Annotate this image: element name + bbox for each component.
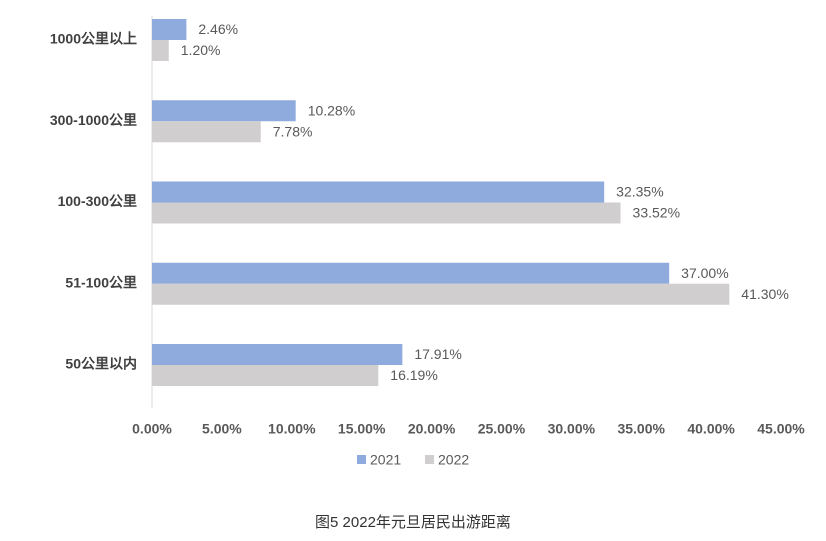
value-label: 32.35%	[616, 184, 663, 200]
category-label: 51-100公里	[65, 274, 137, 290]
x-tick-label: 0.00%	[132, 421, 172, 437]
value-label: 1.20%	[181, 42, 221, 58]
bar	[152, 19, 187, 40]
value-label: 10.28%	[308, 102, 355, 118]
bar	[152, 202, 621, 224]
x-tick-label: 45.00%	[757, 421, 805, 437]
value-label: 16.19%	[390, 367, 437, 383]
bar	[152, 344, 403, 365]
x-tick-label: 25.00%	[478, 421, 526, 437]
x-tick-label: 20.00%	[408, 421, 456, 437]
value-label: 37.00%	[681, 265, 728, 281]
bar	[152, 181, 605, 203]
legend-label: 2022	[438, 452, 469, 468]
value-label: 7.78%	[273, 123, 313, 139]
category-label: 300-1000公里	[50, 112, 137, 128]
category-label: 50公里以内	[65, 356, 137, 372]
value-label: 33.52%	[633, 205, 680, 221]
x-tick-label: 15.00%	[338, 421, 386, 437]
category-label: 100-300公里	[58, 193, 137, 209]
x-tick-label: 10.00%	[268, 421, 316, 437]
bar	[152, 283, 730, 305]
value-label: 2.46%	[198, 21, 238, 37]
bar	[152, 100, 296, 122]
legend-label: 2021	[370, 452, 401, 468]
x-tick-label: 40.00%	[687, 421, 735, 437]
legend-swatch	[425, 455, 434, 464]
x-tick-label: 5.00%	[202, 421, 242, 437]
bar	[152, 40, 169, 61]
value-label: 17.91%	[414, 346, 461, 362]
chart-caption: 图5 2022年元旦居民出游距离	[315, 514, 511, 531]
legend-swatch	[357, 455, 366, 464]
value-label: 41.30%	[741, 286, 788, 302]
x-tick-label: 30.00%	[548, 421, 596, 437]
bar	[152, 365, 379, 386]
bar	[152, 262, 670, 284]
category-label: 1000公里以上	[50, 31, 137, 47]
bar	[152, 121, 261, 143]
x-tick-label: 35.00%	[617, 421, 665, 437]
